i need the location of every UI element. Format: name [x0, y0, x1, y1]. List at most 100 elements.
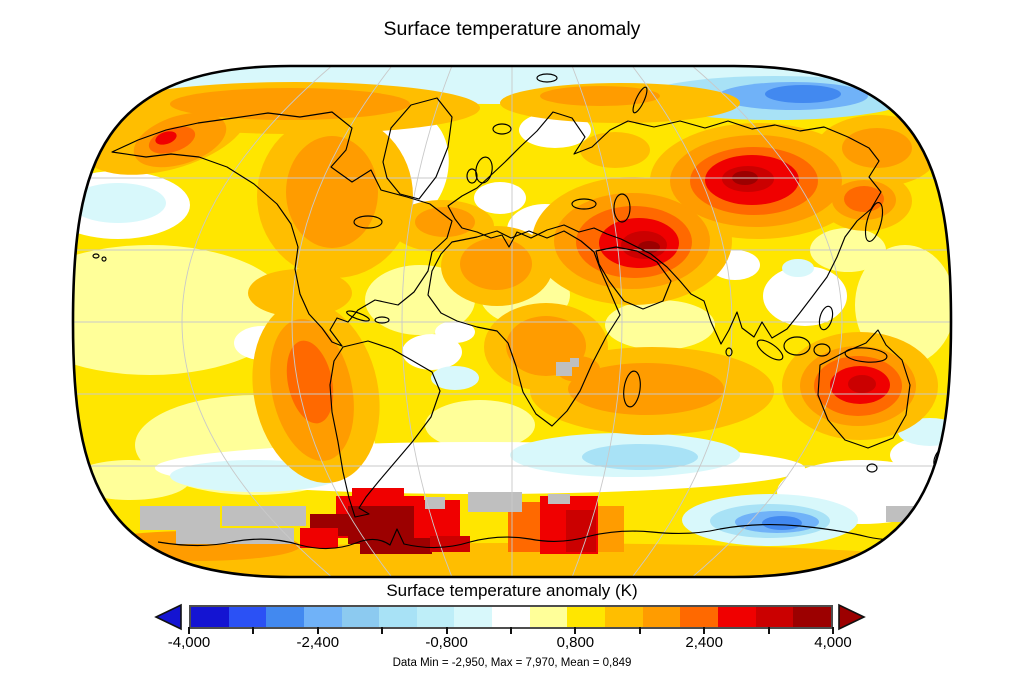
page-title: Surface temperature anomaly — [383, 18, 641, 40]
colorbar-segment — [416, 607, 455, 627]
colorbar-tick — [510, 627, 512, 634]
anomaly-blob — [415, 207, 475, 237]
anomaly-blob — [286, 136, 378, 248]
island-outline — [492, 123, 512, 135]
anomaly-blob — [73, 183, 166, 223]
colorbar-segment — [492, 607, 530, 627]
colorbar-labels: -4,000 -2,400 -0,800 0,800 2,400 4,000 — [168, 634, 852, 652]
coastlines — [92, 73, 951, 550]
anomaly-block — [548, 494, 570, 504]
colorbar-segment — [454, 607, 493, 627]
colorbar-tick — [445, 627, 448, 634]
anomaly-blob — [582, 444, 698, 470]
colorbar-tick — [638, 627, 641, 634]
island-outline — [813, 343, 831, 357]
colorbar-segment — [605, 607, 643, 627]
island-outline — [353, 215, 383, 229]
colorbar-tick-label: -2,400 — [296, 634, 340, 651]
colorbar — [189, 605, 833, 629]
right-arrow-shape — [838, 603, 866, 631]
colorbar-segment — [266, 607, 304, 627]
coastline — [447, 111, 882, 345]
anomaly-blob — [848, 375, 876, 393]
colorbar-segment — [717, 607, 756, 627]
island-outline — [536, 73, 558, 83]
anomaly-block — [425, 497, 445, 509]
colorbar-tick — [188, 627, 190, 634]
data-stats-text: Data Min = -2,950, Max = 7,970, Mean = 0… — [392, 657, 632, 669]
graticule — [73, 66, 951, 577]
colorbar-tick — [832, 627, 834, 634]
anomaly-block — [176, 528, 294, 544]
anomaly-blob — [286, 340, 334, 424]
anomaly-block — [570, 358, 579, 367]
colorbar-tick — [574, 627, 577, 634]
anomaly-block — [566, 510, 596, 552]
colorbar-segment — [341, 607, 380, 627]
colorbar-ticks — [188, 627, 834, 635]
colorbar-segment — [642, 607, 681, 627]
colorbar-tick — [767, 627, 770, 634]
map-fill-layer — [73, 66, 951, 577]
colorbar-tick-label: -0,800 — [425, 634, 468, 651]
colorbar-left-arrow-icon — [154, 603, 182, 631]
colorbar-segment — [755, 607, 794, 627]
anomaly-blob — [763, 266, 847, 326]
coastline — [595, 246, 672, 310]
anomaly-block — [300, 528, 338, 548]
anomaly-blob — [435, 321, 475, 343]
colorbar-segment — [793, 607, 831, 627]
coastline — [817, 329, 911, 449]
colorbar-tick-label: 2,400 — [685, 634, 723, 651]
colorbar-segment — [303, 607, 342, 627]
colorbar-right-arrow-icon — [838, 603, 866, 631]
island-outline — [613, 193, 631, 223]
colorbar-segment — [529, 607, 568, 627]
anomaly-block — [140, 506, 220, 530]
island-outline — [783, 336, 811, 356]
island-outline — [844, 347, 888, 363]
island-outline — [475, 156, 493, 184]
colorbar-segment — [567, 607, 606, 627]
colorbar-segment — [228, 607, 267, 627]
island-outline — [466, 168, 478, 184]
island-outline — [92, 253, 100, 259]
coastline — [427, 230, 621, 427]
island-outline — [725, 347, 733, 357]
anomaly-blob-group — [762, 85, 841, 530]
colorbar-tick — [316, 627, 319, 634]
island-outline — [818, 305, 834, 331]
anomaly-blob — [762, 516, 802, 530]
graticule-meridian — [632, 66, 733, 577]
anomaly-blob — [580, 132, 650, 168]
anomaly-blob — [844, 186, 884, 212]
island-outline — [866, 463, 878, 473]
graticule-meridian — [572, 66, 623, 577]
island-outline — [101, 256, 107, 262]
anomaly-block — [360, 538, 432, 554]
left-arrow-shape — [154, 603, 182, 631]
anomaly-blob — [402, 334, 462, 370]
anomaly-block — [352, 488, 404, 500]
graticule-meridian — [693, 66, 843, 577]
anomaly-block — [556, 362, 572, 376]
anomaly-blob — [782, 259, 814, 277]
anomaly-blob — [890, 435, 951, 475]
anomaly-blob — [842, 128, 912, 168]
anomaly-blob — [474, 182, 526, 214]
coastline — [329, 340, 441, 518]
island-outline — [623, 370, 641, 408]
colorbar-segment — [191, 607, 229, 627]
colorbar-tick — [703, 627, 706, 634]
anomaly-blob — [540, 86, 660, 106]
coastline — [111, 111, 453, 347]
anomaly-blob — [765, 85, 841, 103]
island-outline — [864, 202, 884, 242]
graticule-meridian — [291, 66, 392, 577]
coastline — [382, 97, 453, 200]
colorbar-tick-label: 4,000 — [814, 634, 852, 651]
coastline — [157, 523, 913, 550]
